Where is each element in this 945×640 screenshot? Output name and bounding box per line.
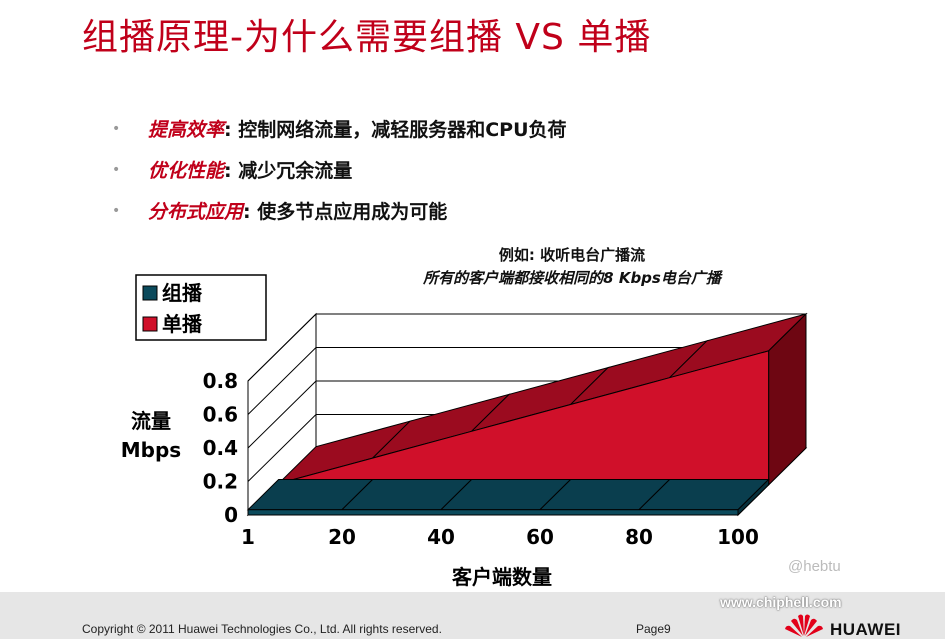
bullet-item: • 优化性能 : 减少冗余流量 [112, 149, 567, 190]
y-axis-label: 流量 [131, 409, 171, 433]
chart-note-line1: 例如: 收听电台广播流 [498, 246, 646, 264]
bullet-dot-icon: • [112, 120, 121, 137]
legend-label: 组播 [162, 281, 203, 305]
legend-swatch [142, 316, 158, 332]
watermark-url: www.chiphell.com [720, 594, 842, 610]
bullet-dot-icon: • [112, 161, 121, 178]
y-tick-label: 0.2 [203, 470, 238, 494]
copyright-text: Copyright © 2011 Huawei Technologies Co.… [82, 622, 442, 636]
x-tick-label: 60 [526, 525, 554, 549]
chart-note-line2: 所有的客户端都接收相同的8 Kbps电台广播 [423, 269, 721, 287]
legend-swatch [142, 285, 158, 301]
bullet-item: • 提高效率 : 控制网络流量，减轻服务器和CPU负荷 [112, 108, 567, 149]
x-tick-label: 1 [241, 525, 255, 549]
bullet-text: : 使多节点应用成为可能 [243, 201, 448, 223]
chart-gridline [247, 347, 806, 415]
slide-title: 组播原理-为什么需要组播 VS 单播 [82, 17, 652, 58]
multicast-side-face [737, 478, 770, 517]
huawei-logo-icon [785, 614, 823, 637]
y-tick-label: 0.6 [203, 403, 238, 427]
bullet-text: : 减少冗余流量 [224, 160, 353, 182]
bullet-list: • 提高效率 : 控制网络流量，减轻服务器和CPU负荷 • 优化性能 : 减少冗… [112, 108, 567, 231]
y-axis-label-unit: Mbps [121, 438, 181, 462]
x-axis-label: 客户端数量 [451, 565, 552, 589]
x-tick-label: 20 [328, 525, 356, 549]
chart-gridline [247, 313, 806, 382]
chart-legend [135, 274, 267, 341]
bullet-keyword: 提高效率 [148, 119, 225, 141]
y-tick-label: 0.4 [203, 436, 238, 460]
x-tick-label: 100 [717, 525, 759, 549]
brand-name: HUAWEI [830, 620, 901, 639]
bullet-item: • 分布式应用 : 使多节点应用成为可能 [112, 190, 567, 231]
watermark-handle: @hebtu [788, 558, 841, 575]
bullet-keyword: 优化性能 [148, 160, 225, 182]
bullet-text: : 控制网络流量，减轻服务器和CPU负荷 [224, 119, 567, 141]
legend-label: 单播 [162, 312, 203, 336]
multicast-front-face [247, 509, 739, 516]
page-number: Page9 [636, 622, 671, 636]
y-tick-label: 0.8 [203, 369, 238, 393]
bullet-keyword: 分布式应用 [148, 201, 244, 223]
chart-note: 例如: 收听电台广播流 所有的客户端都接收相同的8 Kbps电台广播 [372, 244, 772, 290]
bullet-dot-icon: • [112, 202, 121, 219]
y-tick-label: 0 [224, 503, 238, 527]
x-tick-label: 40 [427, 525, 455, 549]
unicast-front-face [278, 350, 770, 486]
x-tick-label: 80 [625, 525, 653, 549]
footer-bar: Copyright © 2011 Huawei Technologies Co.… [0, 592, 945, 639]
